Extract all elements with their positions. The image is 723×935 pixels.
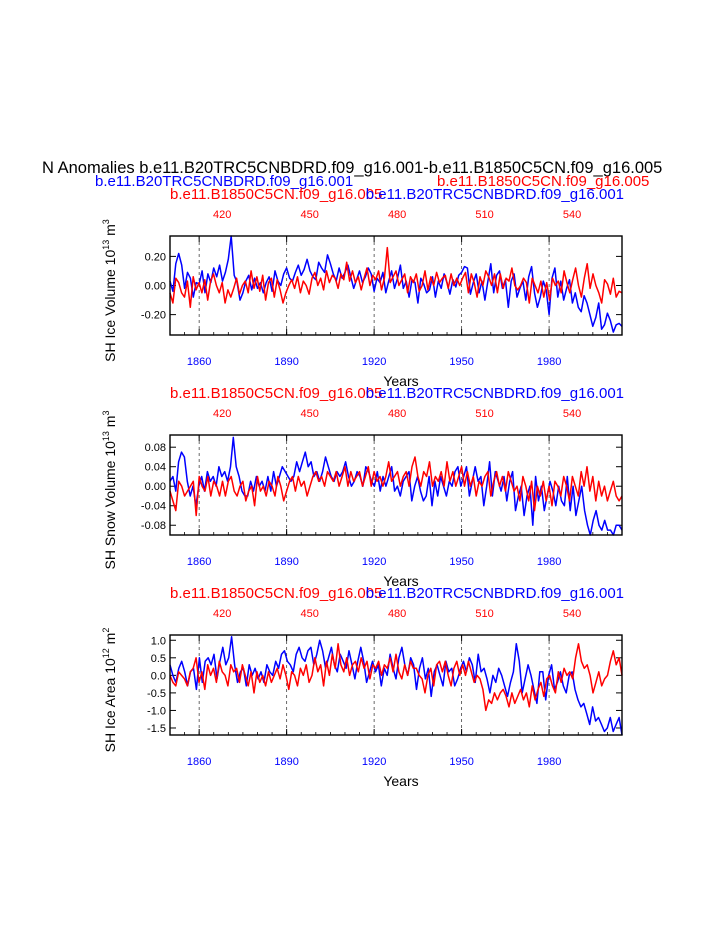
top-tick-label: 450 (300, 209, 318, 221)
plot-frame (169, 634, 623, 736)
panel-title-left: b.e11.B1850C5CN.f09_g16.005 (170, 186, 382, 203)
top-tick-label: 480 (388, 209, 406, 221)
y-tick-label: -1.0 (147, 705, 166, 717)
y-tick-label: 0.00 (145, 281, 166, 293)
x-tick-label: 1920 (362, 356, 386, 368)
y-tick-label: -1.5 (147, 723, 166, 735)
x-tick-label: 1890 (274, 756, 298, 768)
legend-blue-label: b.e11.B20TRC5CNBDRD.f09_g16.001 (95, 173, 353, 190)
top-tick-label: 510 (475, 209, 493, 221)
top-tick-label: 540 (563, 209, 581, 221)
panel-title-right: b.e11.B20TRC5CNBDRD.f09_g16.001 (366, 585, 624, 602)
x-tick-label: 1950 (449, 756, 473, 768)
top-tick-label: 540 (563, 408, 581, 420)
y-tick-label: 0.08 (145, 442, 166, 454)
series-line-red (169, 246, 623, 309)
plot-frame (169, 434, 623, 536)
x-tick-label: 1980 (537, 756, 561, 768)
y-tick-label: 1.0 (151, 635, 166, 647)
x-tick-label: 1860 (187, 756, 211, 768)
y-tick-label: 0.04 (145, 462, 166, 474)
y-axis-label: SH Ice Volume 1013 m3 (101, 219, 118, 362)
y-tick-label: -0.20 (141, 310, 166, 322)
top-tick-label: 480 (388, 408, 406, 420)
x-tick-label: 1950 (449, 356, 473, 368)
panel-title-right: b.e11.B20TRC5CNBDRD.f09_g16.001 (366, 385, 624, 402)
panel-title-left: b.e11.B1850C5CN.f09_g16.005 (170, 585, 382, 602)
y-tick-label: -0.08 (141, 520, 166, 532)
top-tick-label: 420 (213, 209, 231, 221)
y-tick-label: 0.20 (145, 251, 166, 263)
top-tick-label: 420 (213, 408, 231, 420)
top-tick-label: 510 (475, 608, 493, 620)
y-axis-label: SH Ice Area 1012 m2 (101, 628, 118, 753)
x-tick-label: 1890 (274, 356, 298, 368)
y-tick-label: 0.00 (145, 481, 166, 493)
y-axis-label: SH Snow Volume 1013 m3 (101, 411, 118, 570)
chart-panel-3: b.e11.B1850C5CN.f09_g16.005b.e11.B20TRC5… (101, 585, 624, 789)
x-tick-label: 1920 (362, 756, 386, 768)
y-tick-label: -0.04 (141, 501, 166, 513)
series-line-red (169, 456, 623, 517)
x-tick-label: 1980 (537, 356, 561, 368)
figure-title: N Anomalies b.e11.B20TRC5CNBDRD.f09_g16.… (42, 159, 662, 177)
panel-title-right: b.e11.B20TRC5CNBDRD.f09_g16.001 (366, 186, 624, 203)
x-tick-label: 1860 (187, 356, 211, 368)
top-tick-label: 450 (300, 408, 318, 420)
x-tick-label: 1920 (362, 556, 386, 568)
top-tick-label: 540 (563, 608, 581, 620)
x-axis-label: Years (383, 373, 418, 389)
y-tick-label: 0.0 (151, 670, 166, 682)
plot-frame (169, 235, 623, 336)
top-tick-label: 420 (213, 608, 231, 620)
x-tick-label: 1980 (537, 556, 561, 568)
y-tick-label: 0.5 (151, 653, 166, 665)
top-tick-label: 450 (300, 608, 318, 620)
panel-title-left: b.e11.B1850C5CN.f09_g16.005 (170, 385, 382, 402)
y-tick-label: -0.5 (147, 688, 166, 700)
chart-panel-1: b.e11.B1850C5CN.f09_g16.005b.e11.B20TRC5… (101, 186, 624, 389)
x-tick-label: 1950 (449, 556, 473, 568)
top-tick-label: 480 (388, 608, 406, 620)
series-line-red (169, 643, 623, 712)
x-tick-label: 1860 (187, 556, 211, 568)
legend-red-label: b.e11.B1850C5CN.f09_g16.005 (437, 173, 649, 190)
x-tick-label: 1890 (274, 556, 298, 568)
series-line-blue (169, 636, 623, 736)
x-axis-label: Years (383, 573, 418, 589)
x-axis-label: Years (383, 773, 418, 789)
chart-panel-2: b.e11.B1850C5CN.f09_g16.005b.e11.B20TRC5… (101, 385, 624, 589)
top-tick-label: 510 (475, 408, 493, 420)
